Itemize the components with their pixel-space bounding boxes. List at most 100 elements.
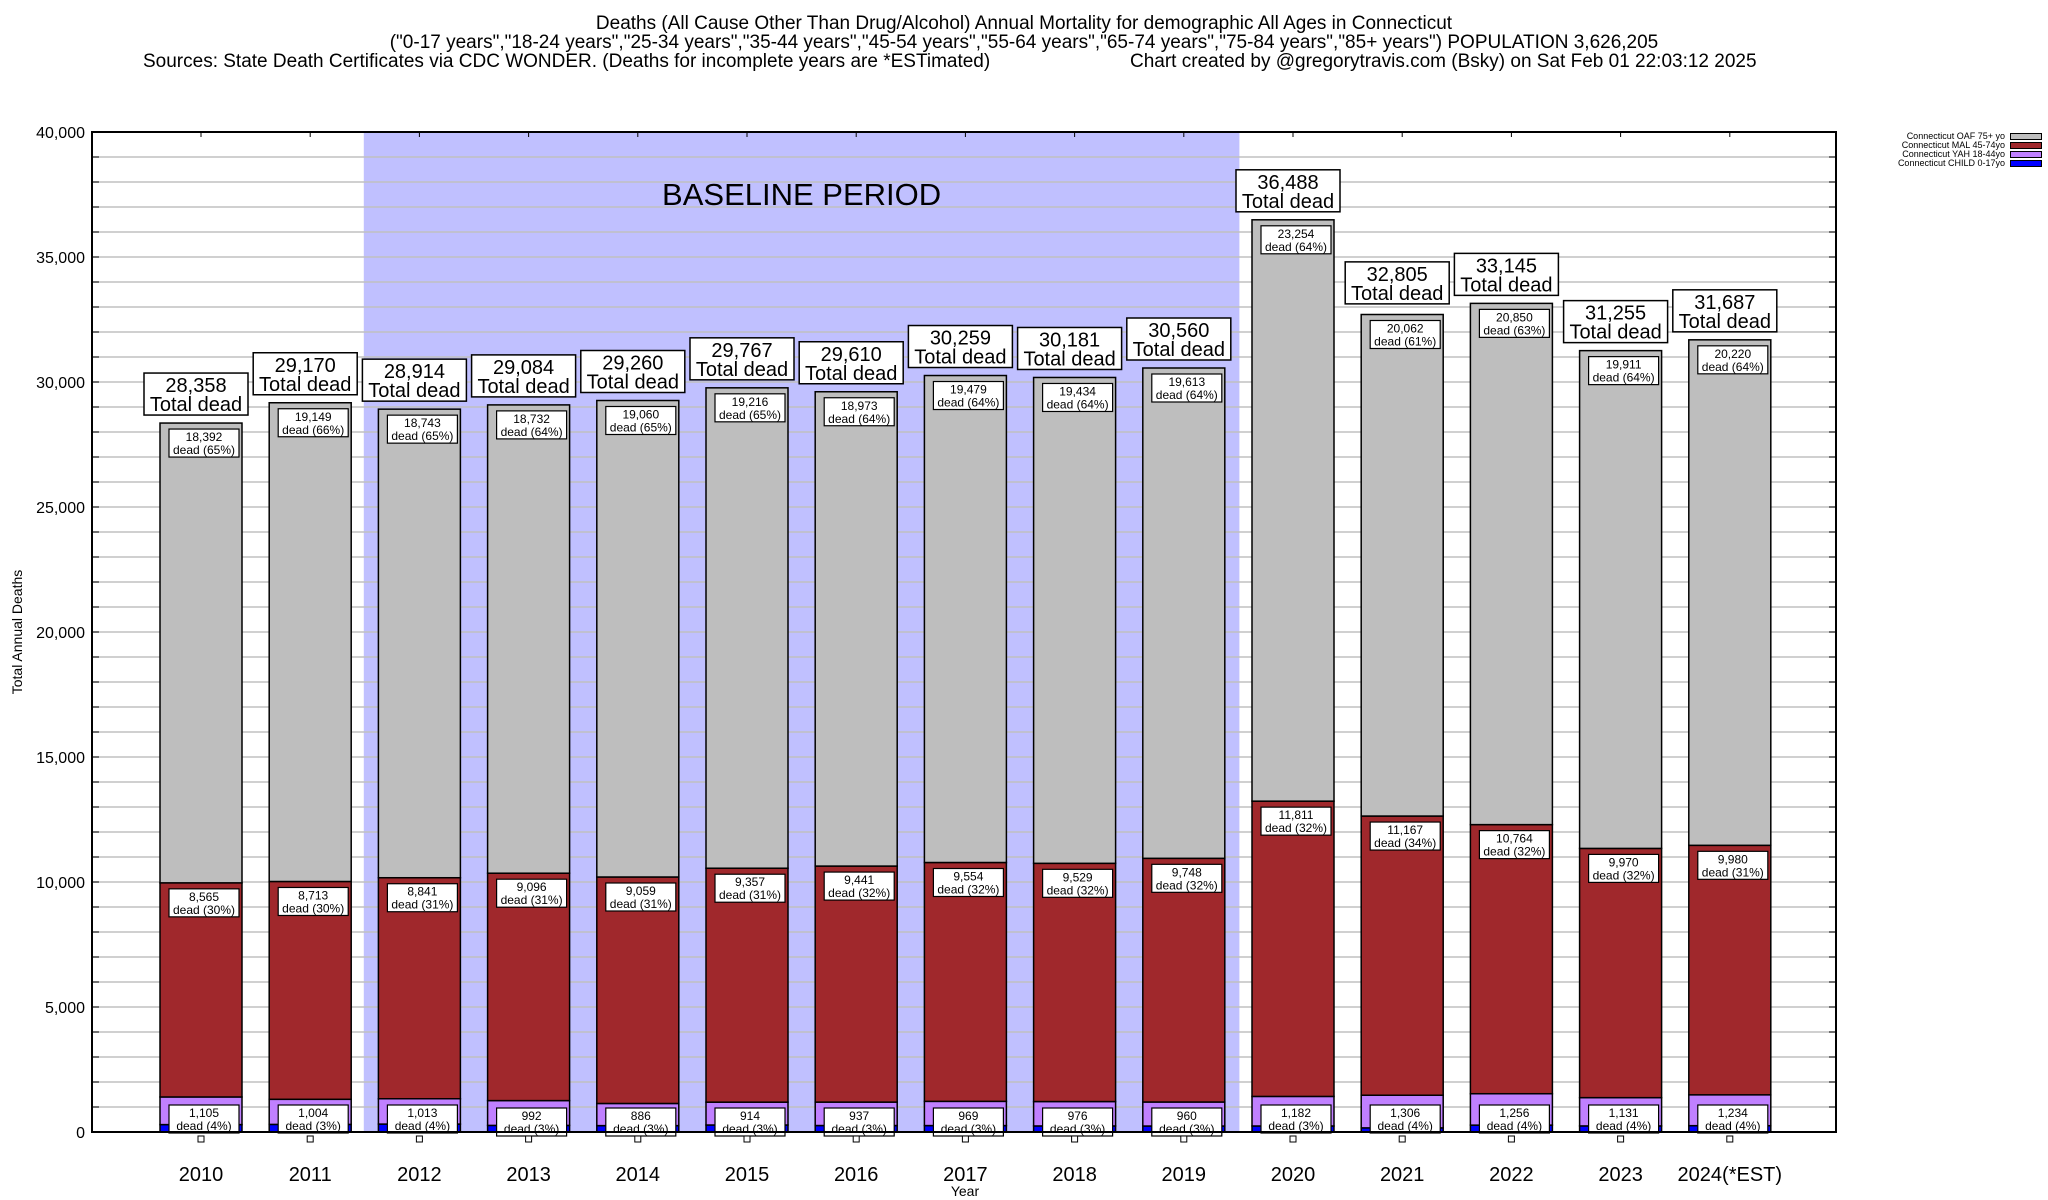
bar-segment-mal (159, 882, 243, 1098)
segment-label-box (1041, 868, 1114, 898)
total-label-value: 29,260 (602, 353, 663, 375)
segment-label-box (605, 405, 677, 436)
segment-label-pct: dead (4%) (1705, 1119, 1760, 1133)
segment-label-value: 886 (631, 1109, 651, 1123)
segment-label-value: 9,441 (844, 873, 874, 887)
segment-label-value: 11,167 (1387, 823, 1423, 837)
total-label-box (907, 324, 1014, 369)
segment-label-box (823, 397, 895, 427)
y-tick-label: 25,000 (36, 500, 85, 517)
total-label-box (1016, 326, 1123, 371)
segment-label-value: 9,059 (626, 884, 656, 898)
segment-label-box (277, 1104, 349, 1134)
segment-label-box (1697, 1104, 1769, 1134)
bar-segment-oaf (705, 387, 789, 869)
total-label-box (1126, 317, 1232, 361)
legend: Connecticut OAF 75+ yo Connecticut MAL 45… (1860, 132, 2048, 168)
segment-label-box (932, 380, 1005, 411)
y-tick-label: 40,000 (36, 125, 85, 142)
segment-label-pct: dead (4%) (395, 1119, 450, 1133)
total-label-box (252, 352, 358, 396)
x-tick-label: 2015 (725, 1164, 770, 1186)
segment-label-pct: dead (64%) (1265, 240, 1327, 254)
segment-label-box (714, 393, 786, 423)
segment-label-pct: dead (31%) (610, 897, 672, 911)
bar-segment-oaf (814, 391, 898, 867)
total-label-box (1672, 289, 1778, 333)
segment-label-pct: dead (64%) (1047, 397, 1109, 411)
segment-label-pct: dead (32%) (1156, 878, 1218, 892)
segment-label-pct: dead (65%) (173, 443, 235, 457)
segment-label-box (1587, 853, 1660, 884)
bar-segment-oaf (596, 399, 680, 878)
segment-label-pct: dead (4%) (1378, 1119, 1433, 1133)
segment-label-value: 18,973 (841, 399, 878, 413)
total-label-value: 29,170 (275, 355, 336, 377)
y-tick-label: 15,000 (36, 750, 85, 767)
segment-label-value: 18,392 (186, 430, 223, 444)
segment-label-box (496, 878, 568, 908)
segment-label-value: 1,234 (1718, 1106, 1748, 1120)
segment-label-box (496, 410, 568, 440)
x-tick-label: 2013 (506, 1164, 551, 1186)
y-tick-label: 0 (76, 1125, 85, 1142)
total-label-box (798, 341, 904, 385)
child-label-marker (961, 1135, 969, 1143)
bar-segment-mal (1578, 847, 1663, 1099)
y-tick-label: 20,000 (36, 625, 85, 642)
segment-label-value: 19,479 (950, 383, 987, 397)
total-label-box (361, 358, 468, 402)
segment-label-value: 937 (849, 1109, 869, 1123)
segment-label-value: 1,256 (1499, 1106, 1529, 1120)
axes: 0 5,000 10,000 15,000 20,000 25,000 30,000 35,0… (36, 125, 1836, 1186)
segment-label-box (1587, 356, 1660, 386)
total-label-suffix: Total dead (914, 347, 1006, 369)
segment-label-value: 8,713 (298, 888, 328, 902)
segment-label-value: 992 (522, 1109, 542, 1123)
segment-label-value: 8,841 (407, 885, 437, 899)
segment-label-box (1151, 863, 1223, 893)
legend-entry: Connecticut YAH 18-44yo (1860, 150, 2048, 159)
chart-credit: Chart created by @gregorytravis.com (Bsk… (1130, 51, 1757, 72)
total-label-value: 30,259 (930, 328, 991, 350)
total-label-value: 29,084 (493, 357, 554, 379)
total-label-suffix: Total dead (1460, 274, 1552, 296)
segment-label-box (1478, 830, 1551, 860)
segment-label-pct: dead (34%) (1374, 836, 1436, 850)
segment-label-value: 20,850 (1496, 310, 1533, 324)
x-tick-label: 2012 (397, 1164, 442, 1186)
segment-label-pct: dead (30%) (173, 903, 235, 917)
bar-segment-oaf (1142, 367, 1226, 860)
bar-segment-mal (1251, 800, 1335, 1098)
segment-label-pct: dead (64%) (937, 396, 999, 410)
segment-label-pct: dead (65%) (719, 408, 781, 422)
segment-label-pct: dead (4%) (176, 1119, 231, 1133)
total-label-suffix: Total dead (150, 394, 242, 416)
segment-label-pct: dead (64%) (828, 412, 890, 426)
segment-label-pct: dead (3%) (1268, 1119, 1323, 1133)
x-tick-label: 2010 (179, 1164, 224, 1186)
total-label-box (580, 349, 686, 394)
segment-label-pct: dead (65%) (391, 429, 453, 443)
segment-label-pct: dead (3%) (613, 1122, 668, 1136)
total-label-box (1235, 169, 1341, 213)
bar-segment-mal (923, 861, 1008, 1103)
segment-label-pct: dead (3%) (941, 1122, 996, 1136)
bar-segment-oaf (1251, 219, 1335, 802)
total-label-box (143, 372, 249, 416)
segment-label-pct: dead (3%) (722, 1122, 777, 1136)
y-tick-label: 30,000 (36, 375, 85, 392)
legend-label: Connecticut YAH 18-44yo (1902, 149, 2005, 159)
segment-label-pct: dead (31%) (501, 893, 563, 907)
segment-label-pct: dead (3%) (1159, 1122, 1214, 1136)
bar-segment-oaf (1469, 302, 1554, 826)
child-label-marker (1507, 1135, 1515, 1143)
segment-label-box (1369, 1104, 1441, 1134)
segment-label-pct: dead (32%) (828, 886, 890, 900)
bar-segment-oaf (1032, 376, 1117, 865)
segment-label-value: 19,149 (295, 410, 332, 424)
x-axis-label: Year (951, 1183, 980, 1199)
total-label-box (1344, 261, 1450, 305)
x-tick-label: 2022 (1489, 1164, 1534, 1186)
y-axis-label: Total Annual Deaths (9, 570, 25, 695)
